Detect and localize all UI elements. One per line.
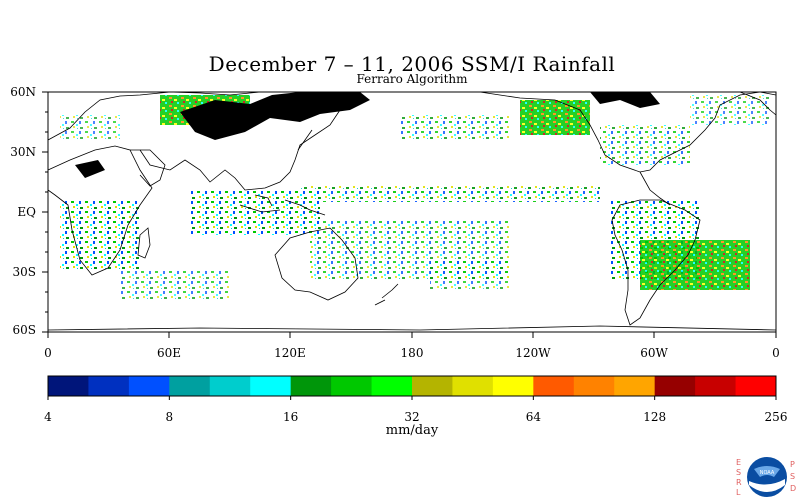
latitude-labels: 60N 30N EQ 30S 60S [10, 85, 36, 337]
missing-data-areas [75, 92, 660, 178]
logo-right-letter-3: D [790, 484, 796, 493]
colorbar-swatch [48, 376, 89, 396]
logo-right-letter-1: P [790, 460, 795, 469]
latitude-ticks [42, 91, 48, 333]
colorbar-swatch [654, 376, 696, 396]
map-subtitle: Ferraro Algorithm [356, 72, 468, 86]
colorbar-tick-labels: 4 8 16 32 64 128 256 [44, 396, 787, 424]
map-title: December 7 – 11, 2006 SSM/I Rainfall [208, 52, 616, 76]
colorbar-swatch [250, 376, 292, 396]
lon-label: 60E [157, 346, 181, 360]
lat-label: 30N [10, 145, 36, 159]
colorbar-tick-label: 256 [765, 410, 788, 424]
colorbar-swatch [209, 376, 251, 396]
colorbar-swatch [128, 376, 170, 396]
noaa-esrl-logo: E S R L P S D NOAA [730, 455, 800, 500]
colorbar-swatch [331, 376, 373, 396]
logo-left-letter-3: R [736, 478, 742, 487]
colorbar-tick-label: 8 [166, 410, 174, 424]
lat-label: 30S [13, 265, 37, 279]
colorbar-tick-label: 32 [404, 410, 419, 424]
longitude-labels: 0 60E 120E 180 120W 60W 0 [44, 346, 780, 360]
colorbar-tick-label: 128 [643, 410, 666, 424]
logo-left-letter-4: L [736, 488, 741, 497]
colorbar-swatch [169, 376, 211, 396]
colorbar-swatch [695, 376, 737, 396]
colorbar-swatch [412, 376, 453, 396]
lon-label: 120W [515, 346, 551, 360]
colorbar-swatch [573, 376, 615, 396]
logo-badge-text: NOAA [760, 470, 775, 476]
colorbar-swatch [614, 376, 656, 396]
lon-label: 120E [274, 346, 306, 360]
colorbar-tick-label: 16 [283, 410, 298, 424]
colorbar-swatch [735, 376, 777, 396]
colorbar-swatch [88, 376, 130, 396]
colorbar [48, 376, 777, 396]
logo-left-letter-1: E [736, 458, 741, 467]
logo-left-letter-2: S [736, 468, 741, 477]
rainfall-field [60, 95, 770, 300]
lat-label: EQ [17, 205, 36, 219]
logo-right-letter-2: S [790, 472, 795, 481]
lat-label: 60S [13, 323, 37, 337]
colorbar-swatch [492, 376, 534, 396]
colorbar-units: mm/day [385, 423, 439, 438]
colorbar-swatch [371, 376, 413, 396]
coastlines [47, 91, 777, 331]
colorbar-tick-label: 4 [44, 410, 52, 424]
lon-label: 0 [44, 346, 52, 360]
colorbar-swatch [452, 376, 494, 396]
lon-label: 180 [401, 346, 424, 360]
longitude-ticks [47, 332, 777, 338]
colorbar-tick-label: 64 [526, 410, 542, 424]
colorbar-swatch [533, 376, 575, 396]
lat-label: 60N [10, 85, 36, 99]
lon-label: 60W [640, 346, 668, 360]
colorbar-swatch [290, 376, 332, 396]
lon-label: 0 [772, 346, 780, 360]
